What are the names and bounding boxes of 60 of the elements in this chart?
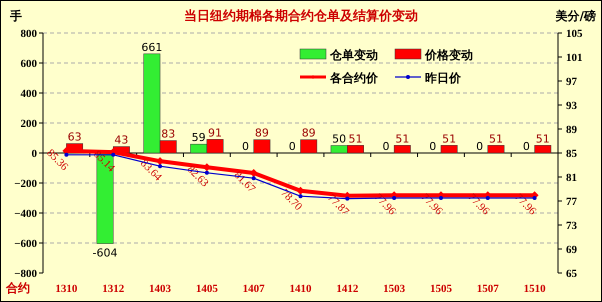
x-tick-label: 1410 bbox=[290, 283, 312, 295]
y2-tick-label: 85 bbox=[566, 148, 578, 160]
data-label: 43 bbox=[114, 134, 128, 147]
y2-tick-label: 69 bbox=[566, 244, 578, 256]
y2-tick-label: 101 bbox=[566, 52, 582, 64]
y2-tick-label: 65 bbox=[566, 268, 578, 280]
data-label: 0 bbox=[429, 140, 436, 153]
chart-title: 当日纽约期棉各期合约仓单及结算价变动 bbox=[184, 8, 418, 24]
y-tick-label: −600 bbox=[14, 238, 38, 250]
y2-tick-label: 97 bbox=[566, 76, 578, 88]
legend-label: 各合约价 bbox=[329, 71, 379, 85]
x-tick-label: 1405 bbox=[196, 283, 218, 295]
y-tick-label: 400 bbox=[20, 88, 38, 100]
y-tick-label: 200 bbox=[20, 118, 38, 130]
y-tick-label: 0 bbox=[32, 148, 38, 160]
data-label: 89 bbox=[254, 126, 269, 140]
x-tick-label: 1407 bbox=[242, 283, 266, 295]
y2-tick-label: 89 bbox=[566, 124, 578, 136]
data-label: 83 bbox=[161, 128, 176, 141]
y2-tick-label: 93 bbox=[566, 100, 578, 112]
data-label: 0 bbox=[288, 140, 296, 153]
x-tick-label: 1507 bbox=[476, 283, 500, 295]
data-label: 0 bbox=[476, 140, 484, 153]
legend-label: 昨日价 bbox=[425, 71, 462, 85]
x-tick-label: 1412 bbox=[336, 283, 359, 295]
data-label: 0 bbox=[522, 140, 530, 153]
data-label: 89 bbox=[302, 126, 316, 140]
y-tick-label: −800 bbox=[14, 268, 38, 280]
x-tick-label: 1312 bbox=[102, 283, 125, 295]
x-tick-label: 1510 bbox=[524, 283, 546, 295]
data-label: 50 bbox=[332, 132, 346, 146]
legend-label: 仓单变动 bbox=[329, 48, 378, 62]
y2-tick-label: 73 bbox=[566, 220, 578, 232]
data-label: 0 bbox=[242, 140, 249, 153]
data-label: 91 bbox=[208, 126, 222, 140]
data-label: -604 bbox=[92, 246, 118, 260]
x-axis-title: 合约 bbox=[5, 281, 30, 295]
y-tick-label: 800 bbox=[20, 28, 38, 40]
data-label: 51 bbox=[395, 132, 410, 146]
y2-tick-label: 105 bbox=[566, 28, 583, 40]
legend-label: 价格变动 bbox=[424, 48, 473, 62]
data-label: 51 bbox=[488, 132, 503, 146]
y-tick-label: 600 bbox=[20, 58, 38, 70]
data-label: 51 bbox=[348, 132, 363, 146]
data-label: 59 bbox=[192, 131, 206, 144]
data-label: 661 bbox=[141, 40, 162, 54]
y2-axis-title: 美分/磅 bbox=[554, 9, 596, 23]
x-tick-label: 1505 bbox=[430, 283, 452, 295]
data-label: 0 bbox=[382, 140, 390, 153]
y-axis-title: 手 bbox=[9, 9, 22, 23]
y2-tick-label: 77 bbox=[566, 196, 578, 208]
x-tick-label: 1503 bbox=[383, 283, 406, 295]
data-label: 51 bbox=[442, 132, 456, 146]
y-tick-label: −400 bbox=[14, 208, 38, 220]
y2-tick-label: 81 bbox=[566, 172, 577, 184]
y-tick-label: −200 bbox=[14, 178, 38, 190]
data-label: 51 bbox=[536, 132, 550, 146]
x-tick-label: 1403 bbox=[149, 283, 172, 295]
data-label: 63 bbox=[68, 130, 82, 144]
x-tick-label: 1310 bbox=[55, 283, 78, 295]
